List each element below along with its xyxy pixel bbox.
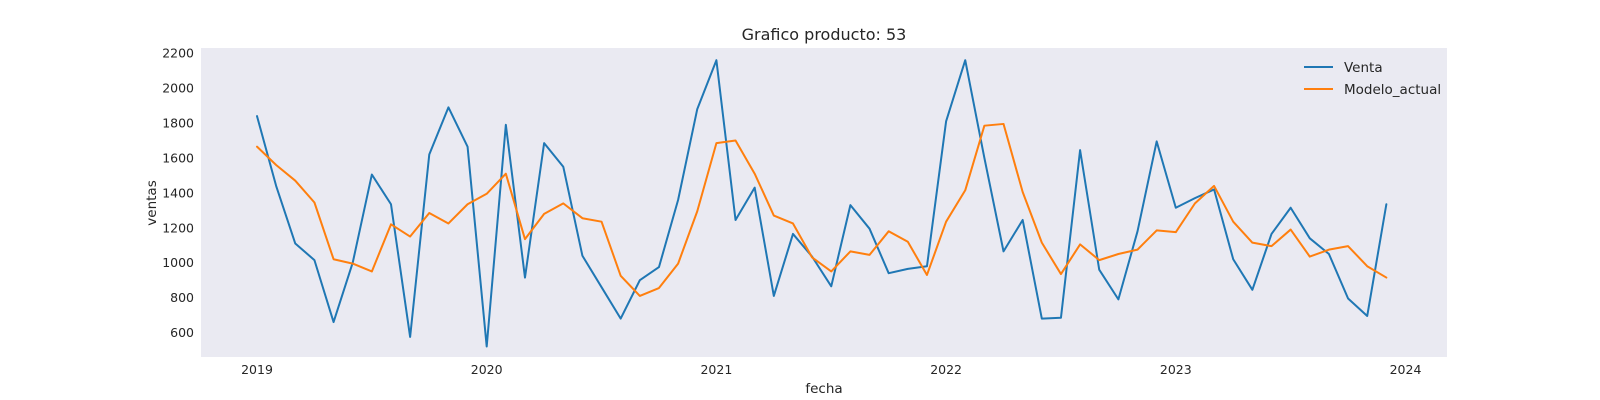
y-tick-label: 1400 xyxy=(162,185,194,200)
y-tick-label: 1200 xyxy=(162,220,194,235)
x-tick-label: 2023 xyxy=(1160,362,1192,377)
x-tick-label: 2024 xyxy=(1390,362,1422,377)
x-axis-label: fecha xyxy=(805,381,842,397)
legend-label-venta: Venta xyxy=(1344,60,1383,76)
series-line-venta xyxy=(256,59,1388,348)
x-tick-label: 2022 xyxy=(930,362,962,377)
y-tick-label: 2200 xyxy=(162,46,194,61)
y-tick-label: 1000 xyxy=(162,255,194,270)
plot-background xyxy=(201,48,1447,357)
y-tick-label: 600 xyxy=(170,325,194,340)
x-tick-label: 2020 xyxy=(471,362,503,377)
legend: Venta Modelo_actual xyxy=(1304,60,1441,98)
y-tick-label: 1600 xyxy=(162,150,194,165)
legend-label-modelo-actual: Modelo_actual xyxy=(1344,82,1441,98)
y-tick-label: 2000 xyxy=(162,81,194,96)
x-tick-label: 2019 xyxy=(241,362,273,377)
y-tick-label: 800 xyxy=(170,290,194,305)
y-axis-label: ventas xyxy=(144,180,160,225)
y-tick-label: 1800 xyxy=(162,116,194,131)
series-line-modelo-actual xyxy=(256,122,1388,297)
x-tick-label: 2021 xyxy=(700,362,732,377)
chart-title: Grafico producto: 53 xyxy=(742,25,907,44)
